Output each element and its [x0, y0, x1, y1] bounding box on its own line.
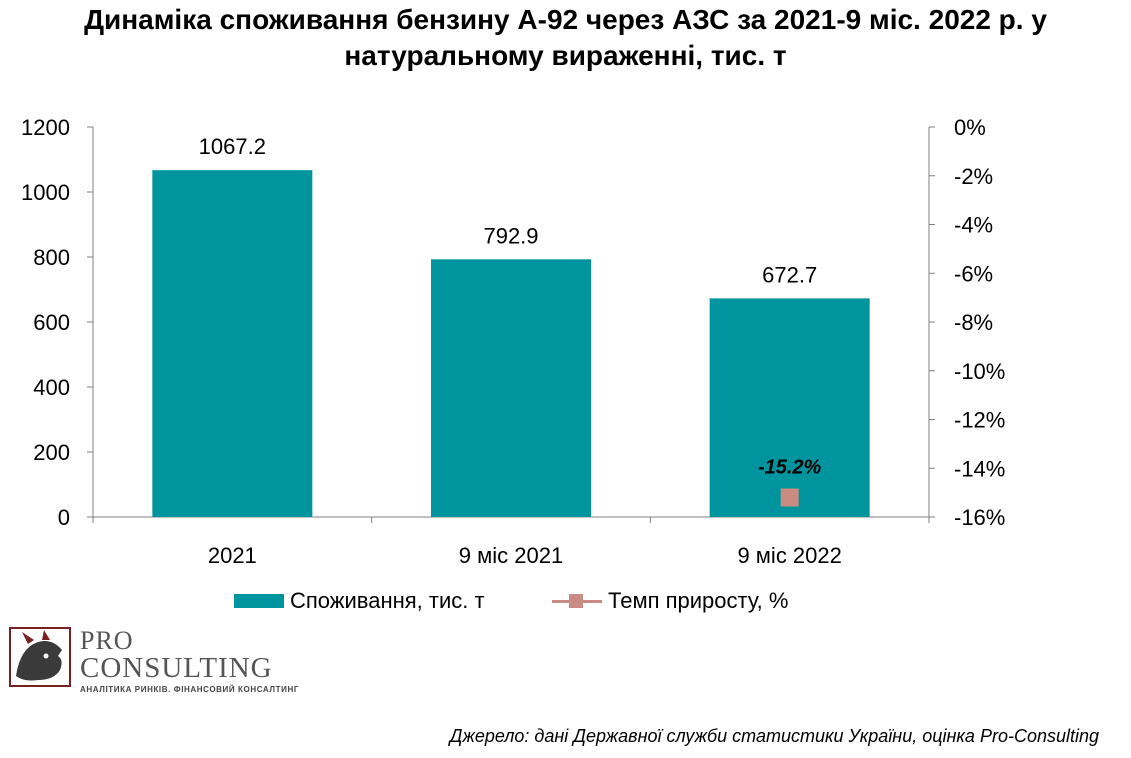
growth-point-marker: [780, 488, 799, 507]
left-tick-label: 800: [33, 245, 70, 270]
title-line-1: Динаміка споживання бензину А-92 через А…: [84, 4, 1047, 35]
bar: [152, 170, 313, 517]
left-tick-label: 200: [33, 440, 70, 465]
growth-data-label: -15.2%: [758, 457, 822, 479]
rhino-icon: [9, 627, 71, 687]
logo-text-pro: PRO: [80, 626, 134, 655]
right-tick-label: -8%: [954, 310, 993, 335]
legend-label-consumption: Споживання, тис. т: [290, 588, 485, 613]
right-tick-label: -6%: [954, 261, 993, 286]
bar-data-label: 792.9: [483, 223, 538, 248]
left-tick-label: 600: [33, 310, 70, 335]
source-note: Джерело: дані Державної служби статистик…: [449, 726, 1099, 746]
legend-item-growth: Темп приросту, %: [552, 588, 788, 614]
right-tick-label: -4%: [954, 213, 993, 238]
right-tick-label: -10%: [954, 359, 1005, 384]
legend-swatch-line: [552, 594, 602, 608]
legend-label-growth: Темп приросту, %: [608, 588, 789, 613]
right-tick-label: -14%: [954, 456, 1005, 481]
chart-plot: 0 200 400 600 800 1000 1200 -16% -14% -12% -10% -8%…: [21, 115, 1005, 568]
left-tick-label: 400: [33, 375, 70, 400]
bar-data-label: 1067.2: [199, 134, 266, 159]
bar: [709, 298, 870, 517]
chart-title: Динаміка споживання бензину А-92 через А…: [0, 2, 1131, 74]
legend-swatch-bar: [234, 594, 284, 608]
legend-item-consumption: Споживання, тис. т: [234, 588, 485, 614]
bar: [431, 259, 591, 517]
right-tick-label: -12%: [954, 408, 1005, 433]
logo-tagline: АНАЛІТИКА РИНКІВ. ФІНАНСОВИЙ КОНСАЛТИНГ: [80, 685, 299, 694]
right-tick-label: -2%: [954, 164, 993, 189]
bar-data-label: 672.7: [762, 262, 817, 287]
category-label: 9 міс 2022: [737, 543, 841, 568]
logo-text-consulting: CONSULTING: [80, 652, 273, 684]
title-line-2: натуральному вираженні, тис. т: [344, 40, 787, 71]
chart-legend: Споживання, тис. т Темп приросту, %: [0, 588, 1131, 620]
left-tick-label: 1200: [21, 115, 70, 140]
right-tick-label: 0%: [954, 115, 986, 140]
category-label: 2021: [208, 543, 257, 568]
right-tick-label: -16%: [954, 505, 1005, 530]
category-label: 9 міс 2021: [459, 543, 563, 568]
left-tick-label: 1000: [21, 180, 70, 205]
left-tick-label: 0: [58, 505, 70, 530]
pro-consulting-logo: PRO CONSULTING АНАЛІТИКА РИНКІВ. ФІНАНСО…: [8, 626, 308, 694]
